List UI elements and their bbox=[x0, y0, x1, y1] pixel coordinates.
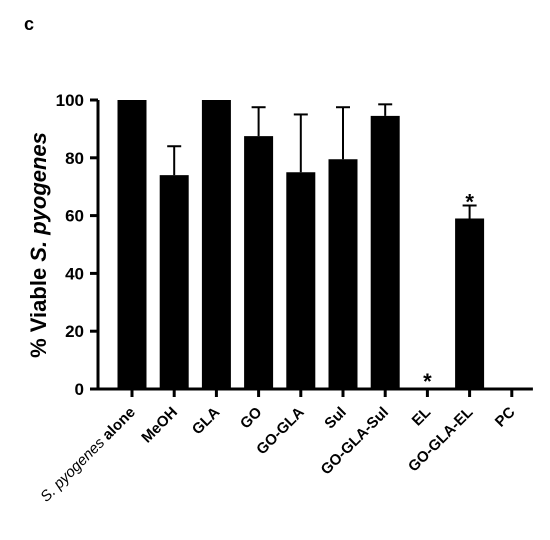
bar bbox=[286, 172, 316, 389]
x-tick-label: Sul bbox=[321, 404, 350, 433]
bar bbox=[159, 175, 189, 389]
bar bbox=[244, 136, 274, 389]
y-tick-label: 60 bbox=[65, 207, 84, 226]
y-axis-label-species: S. pyogenes bbox=[26, 132, 51, 262]
x-tick-label: EL bbox=[409, 404, 435, 430]
bar bbox=[328, 159, 358, 389]
bar bbox=[455, 218, 485, 389]
significance-marker: * bbox=[465, 189, 474, 214]
y-tick-label: 80 bbox=[65, 149, 84, 168]
y-axis-label-prefix: % Viable bbox=[26, 262, 51, 358]
significance-marker: * bbox=[423, 369, 432, 394]
y-axis: 0 20 40 60 80 100 bbox=[56, 91, 100, 399]
y-tick-label: 40 bbox=[65, 264, 84, 283]
x-tick-label: GO bbox=[237, 404, 266, 433]
panel-label: c bbox=[24, 14, 34, 34]
y-axis-label: % Viable S. pyogenes bbox=[26, 132, 51, 358]
y-tick-label: 100 bbox=[56, 91, 84, 110]
bar bbox=[117, 100, 147, 389]
y-tick-label: 0 bbox=[75, 380, 84, 399]
x-tick-label: MeOH bbox=[138, 404, 181, 447]
bar bbox=[370, 115, 400, 390]
x-tick-label: PC bbox=[492, 404, 519, 431]
x-tick-label: S. pyogenes alone bbox=[37, 404, 139, 506]
x-tick-label: GLA bbox=[189, 404, 224, 439]
bar bbox=[201, 100, 231, 389]
y-tick-label: 20 bbox=[65, 322, 84, 341]
bars-group: ** bbox=[117, 100, 485, 394]
